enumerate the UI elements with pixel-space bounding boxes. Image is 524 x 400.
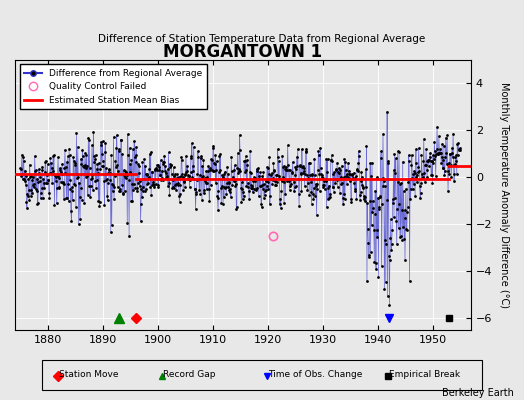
Text: Record Gap: Record Gap — [163, 370, 216, 379]
Y-axis label: Monthly Temperature Anomaly Difference (°C): Monthly Temperature Anomaly Difference (… — [499, 82, 509, 308]
Text: Empirical Break: Empirical Break — [389, 370, 460, 379]
Legend: Difference from Regional Average, Quality Control Failed, Estimated Station Mean: Difference from Regional Average, Qualit… — [19, 64, 207, 109]
Text: Difference of Station Temperature Data from Regional Average: Difference of Station Temperature Data f… — [99, 34, 425, 44]
Text: Time of Obs. Change: Time of Obs. Change — [268, 370, 363, 379]
Text: Berkeley Earth: Berkeley Earth — [442, 388, 514, 398]
Title: MORGANTOWN 1: MORGANTOWN 1 — [163, 43, 323, 61]
Text: Station Move: Station Move — [59, 370, 118, 379]
